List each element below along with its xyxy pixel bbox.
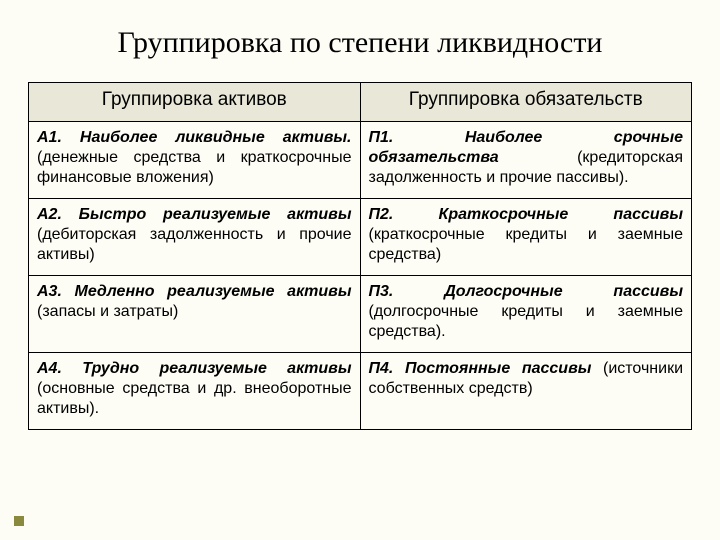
p3-rest: (долгосрочные кредиты и заемные средства… [369, 303, 684, 340]
a4-rest: (основные средства и др. внеоборотные ак… [37, 380, 352, 417]
cell-a2: А2. Быстро реализуемые активы (дебиторск… [29, 199, 361, 276]
cell-a4: А4. Трудно реализуемые активы (основные … [29, 353, 361, 430]
a2-rest: (дебиторская задолженность и прочие акти… [37, 226, 352, 263]
a4-head: А4. Трудно реализуемые активы [37, 360, 352, 377]
p2-rest: (краткосрочные кредиты и заемные средств… [369, 226, 684, 263]
table-row: А3. Медленно реализуемые активы (запасы … [29, 276, 692, 353]
col-header-assets: Группировка активов [29, 83, 361, 122]
cell-p3: П3. Долгосрочные пассивы (долгосрочные к… [360, 276, 692, 353]
slide-bullet-icon [14, 516, 24, 526]
p4-head: П4. Постоянные пассивы [369, 360, 592, 377]
a2-head: А2. Быстро реализуемые активы [37, 206, 352, 223]
table-row: А2. Быстро реализуемые активы (дебиторск… [29, 199, 692, 276]
cell-p4: П4. Постоянные пассивы (источники собств… [360, 353, 692, 430]
cell-a3: А3. Медленно реализуемые активы (запасы … [29, 276, 361, 353]
liquidity-table: Группировка активов Группировка обязател… [28, 82, 692, 430]
a1-rest: (денежные средства и краткосрочные финан… [37, 149, 352, 186]
p3-head: П3. Долгосрочные пассивы [369, 283, 684, 300]
a1-head: А1. Наиболее ликвидные активы. [37, 129, 352, 146]
cell-p2: П2. Краткосрочные пассивы (краткосрочные… [360, 199, 692, 276]
a3-rest: (запасы и затраты) [37, 303, 178, 320]
cell-p1: П1. Наиболее срочные обязательства (кред… [360, 122, 692, 199]
page: Группировка по степени ликвидности Групп… [0, 0, 720, 540]
table-row: А1. Наиболее ликвидные активы. (денежные… [29, 122, 692, 199]
table-header-row: Группировка активов Группировка обязател… [29, 83, 692, 122]
cell-a1: А1. Наиболее ликвидные активы. (денежные… [29, 122, 361, 199]
page-title: Группировка по степени ликвидности [28, 26, 692, 60]
col-header-liab: Группировка обязательств [360, 83, 692, 122]
table-row: А4. Трудно реализуемые активы (основные … [29, 353, 692, 430]
a3-head: А3. Медленно реализуемые активы [37, 283, 352, 300]
p2-head: П2. Краткосрочные пассивы [369, 206, 684, 223]
